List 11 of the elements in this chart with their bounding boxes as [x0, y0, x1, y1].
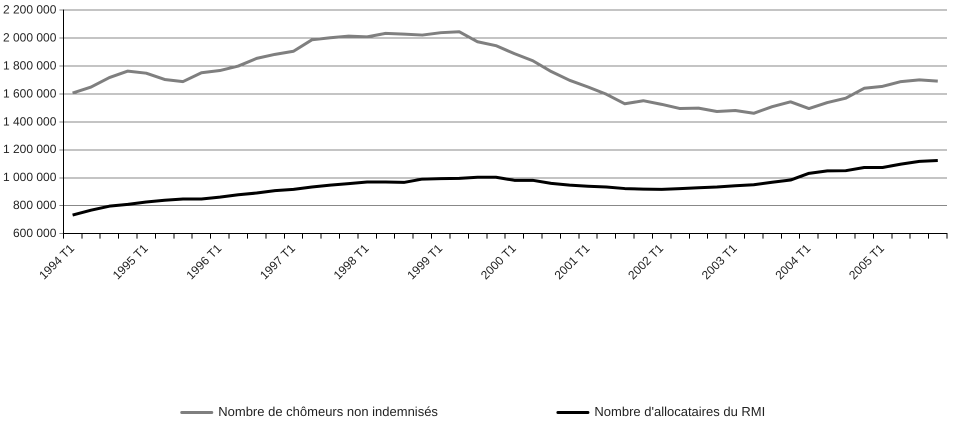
legend-label: Nombre d'allocataires du RMI: [594, 404, 766, 420]
y-tick-label: 2 000 000: [2, 30, 57, 44]
y-tick-label: 800 000: [12, 198, 57, 212]
y-tick-label: 1 200 000: [2, 142, 57, 156]
legend-label: Nombre de chômeurs non indemnisés: [218, 404, 438, 420]
y-tick-label: 1 800 000: [2, 58, 57, 72]
y-tick-label: 1 400 000: [2, 114, 57, 128]
y-tick-label: 2 200 000: [2, 2, 57, 17]
y-tick-label: 1 600 000: [2, 86, 57, 100]
y-tick-label: 600 000: [12, 226, 57, 240]
y-tick-label: 1 000 000: [2, 170, 57, 184]
